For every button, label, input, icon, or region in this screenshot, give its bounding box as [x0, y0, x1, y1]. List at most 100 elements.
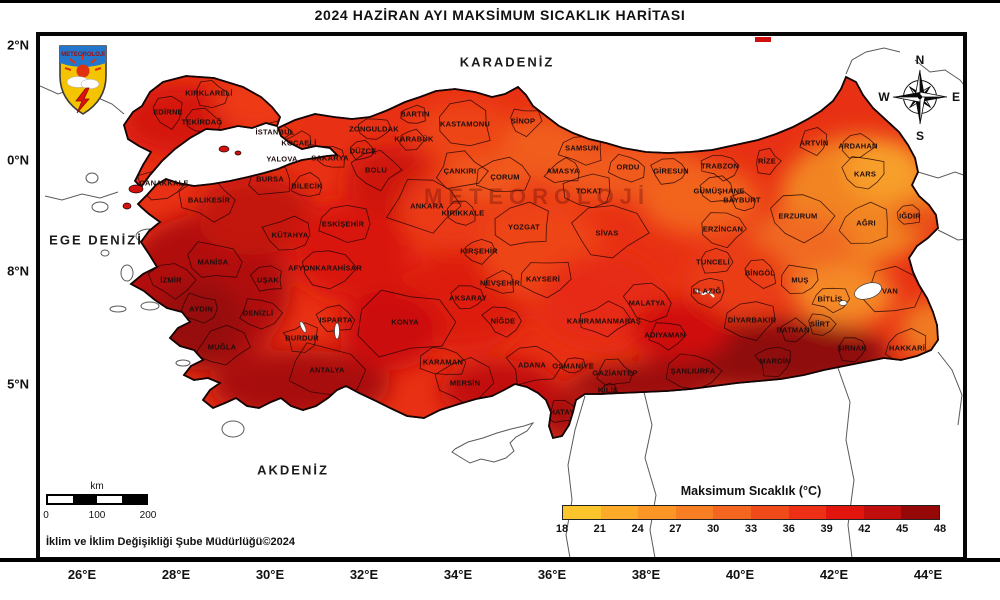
province-boundary [780, 264, 819, 294]
legend-color-segment [675, 506, 714, 519]
province-boundary [562, 173, 611, 209]
province-boundary [665, 353, 723, 390]
province-label: TEKİRDAĞ [181, 117, 223, 127]
province-label: YOZGAT [508, 222, 540, 232]
province-label: SİNOP [510, 116, 536, 126]
legend-tick-label: 27 [669, 523, 682, 535]
legend-tick-label: 45 [896, 523, 909, 535]
province-label: ARDAHAN [838, 141, 878, 151]
province-boundary [896, 204, 920, 225]
province-boundary [622, 282, 672, 323]
province-label: SİİRT [809, 319, 831, 329]
longitude-tick-label: 38°E [631, 567, 661, 582]
province-label: DÜZCE [349, 146, 377, 156]
province-boundary [571, 205, 650, 259]
province-label: MUĞLA [207, 342, 237, 352]
scalebar-segment [121, 496, 146, 503]
province-label: BATMAN [776, 325, 810, 335]
province-label: ARTVİN [799, 138, 829, 148]
province-label: DENİZLİ [242, 308, 274, 318]
province-label: ÇORUM [490, 172, 520, 182]
province-label: TUNCELİ [696, 257, 730, 267]
legend-tick-label: 48 [933, 523, 947, 535]
lakes [299, 282, 882, 340]
province-label: ADIYAMAN [644, 330, 686, 340]
province-boundary [481, 306, 522, 338]
province-boundary [196, 79, 230, 109]
province-boundary [729, 191, 756, 212]
province-label: UŞAK [256, 275, 280, 285]
compass-west-label: W [878, 90, 890, 104]
sea-label-aegean: EGE DENİZİ [49, 232, 143, 248]
province-boundary [494, 201, 549, 246]
scalebar-segment [72, 496, 97, 503]
province-label: SİVAS [595, 228, 619, 238]
province-boundary [178, 177, 236, 223]
province-boundary [349, 139, 375, 161]
legend-color-segment [713, 506, 751, 519]
attribution: İklim ve İklim Değişikliği Şube Müdürlüğ… [46, 536, 295, 548]
legend-colorbar [562, 505, 940, 520]
province-label: OSMANİYE [552, 361, 594, 371]
province-boundary [562, 357, 586, 374]
turkish-islands [122, 145, 242, 210]
compass-north-label: N [915, 53, 925, 67]
province-label: GÜMÜŞHANE [693, 186, 745, 196]
province-label: BALIKESİR [187, 195, 231, 205]
province-label: KIRKLARELİ [185, 88, 233, 98]
province-boundary [510, 108, 543, 138]
province-label: KONYA [391, 317, 419, 327]
province-label: ORDU [616, 162, 640, 172]
province-boundary [400, 104, 426, 124]
province-label: KÜTAHYA [271, 230, 309, 240]
province-label: KIRIKKALE [441, 208, 485, 218]
legend-title: Maksimum Sıcaklık (°C) [680, 484, 822, 498]
province-label: BİLECİK [291, 181, 323, 191]
legend-color-segment [788, 506, 827, 519]
legend-tick-label: 36 [782, 523, 795, 535]
legend-tick-label: 24 [631, 523, 644, 535]
province-label: NİĞDE [490, 316, 516, 326]
province-boundary [838, 337, 867, 363]
province-label: SAMSUN [565, 143, 599, 153]
province-label: MANİSA [197, 257, 229, 267]
province-boundary [419, 346, 467, 375]
legend-color-segment [563, 506, 601, 519]
province-boundary [701, 212, 747, 249]
province-boundary [690, 277, 725, 309]
province-label: AFYONKARAHİSAR [287, 263, 363, 273]
province-boundary [596, 358, 634, 386]
province-label: ŞANLIURFA [670, 366, 716, 376]
province-label: TRABZON [700, 161, 740, 171]
province-label: BURDUR [285, 333, 319, 343]
province-boundary [290, 172, 323, 197]
province-boundary [439, 99, 491, 147]
province-boundary [841, 156, 885, 190]
province-label: KOCAELİ [281, 138, 317, 148]
scalebar-unit: km [90, 481, 104, 492]
longitude-tick-label: 34°E [443, 567, 473, 582]
scalebar-tick-label: 0 [43, 510, 49, 521]
province-label: BİNGÖL [744, 268, 776, 278]
province-label: AYDIN [189, 304, 213, 314]
compass-east-label: E [951, 90, 961, 104]
province-boundary [579, 300, 633, 338]
province-boundary [485, 269, 515, 294]
province-boundary [808, 313, 837, 336]
province-label: YALOVA [266, 154, 298, 164]
legend-color-segment [901, 506, 939, 519]
province-boundary [261, 215, 311, 251]
province-label: KAHRAMANMARAŞ [566, 316, 642, 326]
longitude-tick-label: 42°E [819, 567, 849, 582]
province-boundary [464, 238, 497, 265]
legend-tick-label: 39 [820, 523, 833, 535]
compass-rose [892, 69, 948, 125]
province-boundary [770, 194, 836, 244]
legend-color-segment [638, 506, 676, 519]
province-boundary [385, 179, 462, 234]
top-border-line [0, 0, 1000, 3]
province-label: KARABÜK [394, 134, 434, 144]
province-label: VAN [882, 286, 898, 296]
province-label: MALATYA [628, 298, 666, 308]
province-label: SAKARYA [311, 153, 349, 163]
